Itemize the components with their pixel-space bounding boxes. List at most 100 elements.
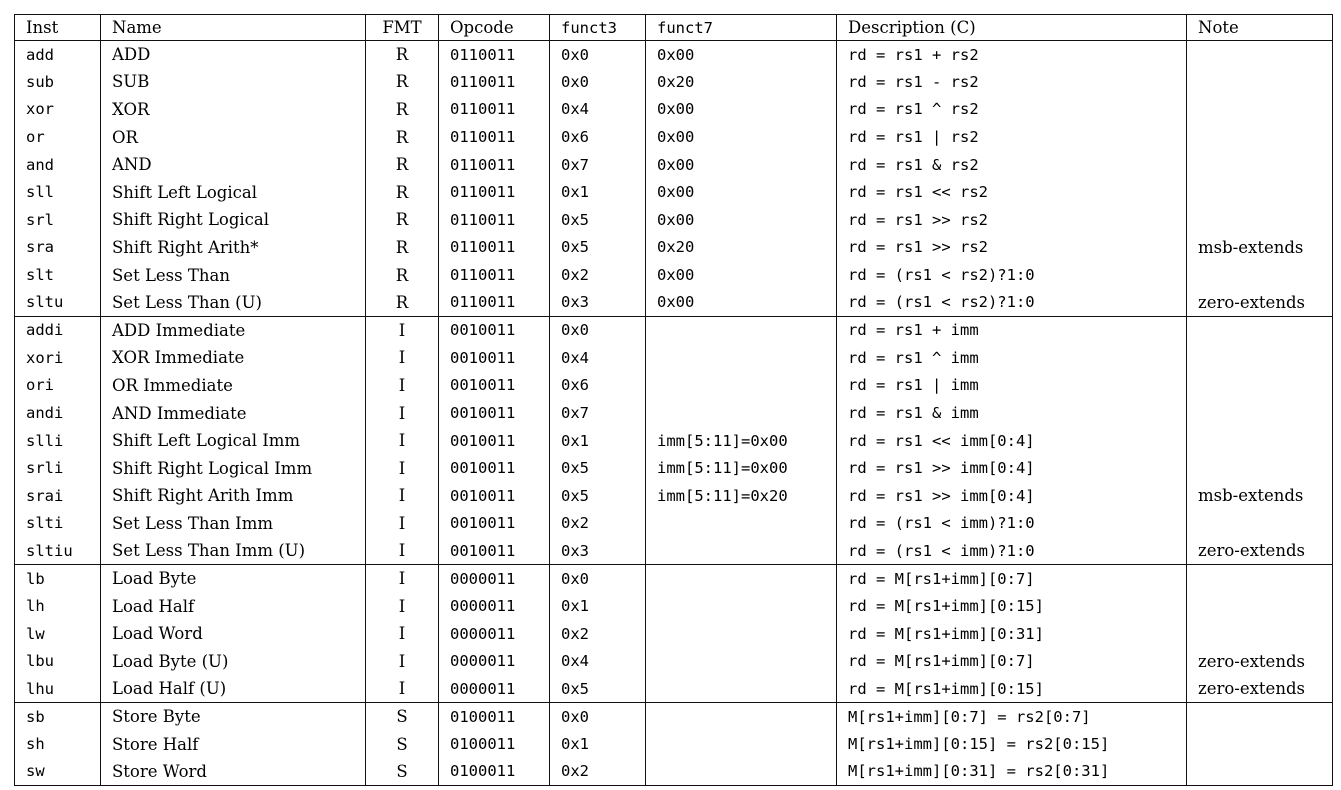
cell-funct7: imm[5:11]=0x20 <box>645 482 837 510</box>
table-row: srl Shift Right Logical R 0110011 0x5 0x00 rd … <box>14 206 1333 234</box>
cell-note <box>1186 261 1333 289</box>
cell-funct3: 0x2 <box>549 757 646 786</box>
cell-opcode: 0100011 <box>438 702 550 731</box>
cell-description: rd = rs1 >> imm[0:4] <box>836 482 1187 510</box>
cell-note: zero-extends <box>1186 647 1333 676</box>
cell-opcode: 0010011 <box>438 399 550 427</box>
column-header-name: Name <box>100 14 366 41</box>
cell-description: rd = M[rs1+imm][0:31] <box>836 619 1187 648</box>
cell-opcode: 0110011 <box>438 40 550 69</box>
cell-inst: lbu <box>14 647 101 676</box>
cell-funct3: 0x0 <box>549 564 646 593</box>
cell-inst: slti <box>14 509 101 538</box>
cell-description: rd = M[rs1+imm][0:15] <box>836 675 1187 703</box>
cell-funct3: 0x7 <box>549 399 646 427</box>
cell-funct3: 0x4 <box>549 344 646 372</box>
column-header-note: Note <box>1186 14 1333 41</box>
cell-name: SUB <box>100 68 366 96</box>
cell-funct7 <box>645 619 837 648</box>
cell-description: rd = rs1 ^ imm <box>836 344 1187 372</box>
cell-name: XOR Immediate <box>100 344 366 372</box>
instruction-group: lb Load Byte I 0000011 0x0 rd = M[rs1+imm][0:… <box>14 564 1333 703</box>
cell-fmt: R <box>365 123 439 151</box>
cell-name: Store Byte <box>100 702 366 731</box>
cell-funct7: imm[5:11]=0x00 <box>645 426 837 455</box>
cell-inst: xori <box>14 344 101 372</box>
cell-funct3: 0x4 <box>549 95 646 124</box>
cell-opcode: 0110011 <box>438 233 550 262</box>
cell-name: Set Less Than Imm (U) <box>100 537 366 565</box>
cell-funct3: 0x2 <box>549 509 646 538</box>
cell-name: Shift Right Arith* <box>100 233 366 262</box>
cell-note <box>1186 206 1333 234</box>
cell-fmt: I <box>365 454 439 482</box>
cell-funct7 <box>645 757 837 786</box>
cell-fmt: S <box>365 757 439 786</box>
cell-funct7: 0x00 <box>645 123 837 151</box>
cell-fmt: R <box>365 233 439 262</box>
cell-name: XOR <box>100 95 366 124</box>
cell-opcode: 0010011 <box>438 426 550 455</box>
cell-description: rd = (rs1 < imm)?1:0 <box>836 537 1187 565</box>
cell-name: ADD Immediate <box>100 316 366 345</box>
cell-funct3: 0x5 <box>549 675 646 703</box>
cell-inst: lw <box>14 619 101 648</box>
cell-description: rd = rs1 >> imm[0:4] <box>836 454 1187 482</box>
cell-description: rd = rs1 - rs2 <box>836 68 1187 96</box>
table-header: Inst Name FMT Opcode funct3 funct7 Description… <box>14 14 1333 41</box>
cell-fmt: I <box>365 564 439 593</box>
cell-inst: sb <box>14 702 101 731</box>
cell-funct7 <box>645 344 837 372</box>
cell-funct7: 0x00 <box>645 95 837 124</box>
instruction-group: sb Store Byte S 0100011 0x0 M[rs1+imm][0:7] =… <box>14 702 1333 786</box>
cell-description: rd = rs1 << rs2 <box>836 178 1187 207</box>
cell-fmt: S <box>365 702 439 731</box>
cell-opcode: 0110011 <box>438 123 550 151</box>
cell-funct3: 0x5 <box>549 233 646 262</box>
cell-name: AND <box>100 150 366 179</box>
table-row: sb Store Byte S 0100011 0x0 M[rs1+imm][0:7] =… <box>14 702 1333 731</box>
cell-funct3: 0x5 <box>549 206 646 234</box>
cell-inst: lh <box>14 592 101 620</box>
cell-inst: sub <box>14 68 101 96</box>
cell-inst: sra <box>14 233 101 262</box>
cell-fmt: R <box>365 288 439 317</box>
cell-fmt: R <box>365 206 439 234</box>
cell-name: Store Half <box>100 730 366 758</box>
cell-fmt: R <box>365 95 439 124</box>
cell-inst: sh <box>14 730 101 758</box>
instruction-group: add ADD R 0110011 0x0 0x00 rd = rs1 + rs2 sub SU… <box>14 40 1333 317</box>
instruction-group: addi ADD Immediate I 0010011 0x0 rd = rs1 + i… <box>14 316 1333 565</box>
cell-name: Set Less Than <box>100 261 366 289</box>
table-row: add ADD R 0110011 0x0 0x00 rd = rs1 + rs2 <box>14 40 1333 69</box>
cell-opcode: 0010011 <box>438 344 550 372</box>
cell-inst: sll <box>14 178 101 207</box>
cell-opcode: 0110011 <box>438 261 550 289</box>
cell-funct3: 0x1 <box>549 592 646 620</box>
cell-opcode: 0110011 <box>438 288 550 317</box>
cell-funct7 <box>645 316 837 345</box>
cell-name: Shift Right Arith Imm <box>100 482 366 510</box>
cell-description: M[rs1+imm][0:31] = rs2[0:31] <box>836 757 1187 786</box>
cell-fmt: I <box>365 537 439 565</box>
cell-funct3: 0x1 <box>549 426 646 455</box>
cell-description: rd = rs1 | rs2 <box>836 123 1187 151</box>
cell-opcode: 0100011 <box>438 757 550 786</box>
cell-funct3: 0x4 <box>549 647 646 676</box>
cell-description: rd = (rs1 < rs2)?1:0 <box>836 288 1187 317</box>
cell-opcode: 0110011 <box>438 95 550 124</box>
cell-note <box>1186 757 1333 786</box>
cell-description: rd = rs1 & rs2 <box>836 150 1187 179</box>
cell-inst: slt <box>14 261 101 289</box>
cell-name: Load Half <box>100 592 366 620</box>
cell-note <box>1186 150 1333 179</box>
cell-note <box>1186 564 1333 593</box>
cell-name: OR <box>100 123 366 151</box>
cell-name: AND Immediate <box>100 399 366 427</box>
cell-opcode: 0110011 <box>438 206 550 234</box>
cell-note <box>1186 730 1333 758</box>
cell-name: Load Byte <box>100 564 366 593</box>
cell-note <box>1186 95 1333 124</box>
table-row: srai Shift Right Arith Imm I 0010011 0x5 imm[… <box>14 482 1333 510</box>
cell-funct7 <box>645 730 837 758</box>
